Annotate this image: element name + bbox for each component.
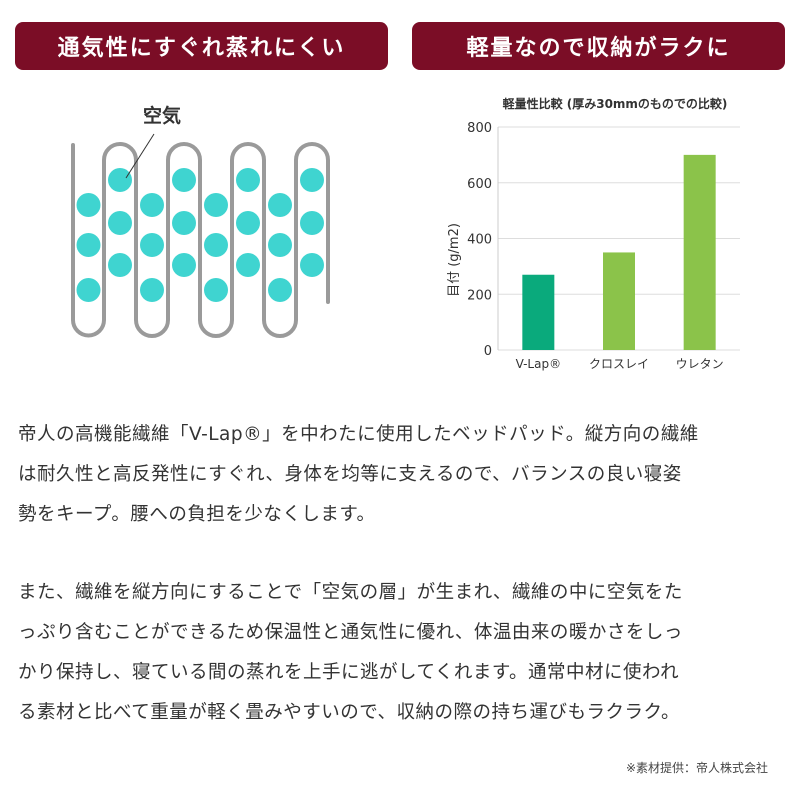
- air-bubble: [172, 168, 196, 192]
- text-line: かり保持し、寝ている間の蒸れを上手に逃がしてくれます。通常中材に使われ: [18, 662, 680, 683]
- air-bubble: [236, 253, 260, 277]
- text-line: 帝人の高機能繊維「V-Lap®」を中わたに使用したベッドパッド。縦方向の繊維: [18, 424, 699, 445]
- lightweight-banner: 軽量なので収納がラクに: [412, 22, 785, 70]
- y-tick-label: 600: [467, 177, 492, 192]
- air-bubble: [204, 278, 228, 302]
- x-tick-label: V-Lap®: [516, 357, 562, 371]
- air-bubble: [172, 211, 196, 235]
- air-bubble: [140, 193, 164, 217]
- breathability-banner: 通気性にすぐれ蒸れにくい: [15, 22, 388, 70]
- x-tick-label: クロスレイ: [589, 357, 649, 371]
- y-tick-label: 0: [484, 344, 492, 359]
- air-bubble: [204, 233, 228, 257]
- air-bubble: [76, 278, 101, 302]
- air-bubble: [300, 253, 324, 277]
- air-bubble: [172, 253, 196, 277]
- x-tick-label: ウレタン: [676, 357, 724, 371]
- y-tick-label: 200: [467, 288, 492, 303]
- air-bubble: [108, 253, 132, 277]
- air-bubble: [236, 211, 260, 235]
- air-label-pointer: [125, 133, 155, 179]
- bar-2: [683, 154, 716, 350]
- text-line: 勢をキープ。腰への負担を少なくします。: [18, 504, 376, 525]
- y-axis-label: 目付 (g/m2): [447, 223, 462, 297]
- air-bubble: [300, 168, 324, 192]
- fiber-air-diagram: 空気: [71, 104, 330, 338]
- air-bubble: [204, 193, 228, 217]
- air-bubble: [140, 233, 164, 257]
- text-line: は耐久性と高反発性にすぐれ、身体を均等に支えるので、バランスの良い寝姿: [18, 464, 682, 485]
- air-bubble: [268, 193, 292, 217]
- y-tick-label: 800: [467, 121, 492, 136]
- text-line: る素材と比べて重量が軽く畳みやすいので、収納の際の持ち運びもラクラク。: [18, 702, 681, 723]
- weight-comparison-chart: 軽量性比較 (厚み30mmのものでの比較) 目付 (g/m2) 0 200 400 6…: [447, 96, 740, 371]
- fiber-path: [71, 142, 330, 338]
- air-bubble: [108, 211, 132, 235]
- air-bubble: [76, 193, 101, 217]
- air-label: 空気: [143, 104, 181, 127]
- air-bubble: [140, 278, 164, 302]
- air-bubble: [268, 233, 292, 257]
- air-circles: [76, 168, 324, 302]
- air-bubble: [76, 233, 101, 257]
- bar-1: [603, 252, 635, 350]
- y-tick-label: 400: [467, 233, 492, 248]
- bar-0: [522, 274, 555, 350]
- air-bubble: [268, 278, 292, 302]
- fiber-strand: [71, 142, 330, 338]
- chart-title: 軽量性比較 (厚み30mmのものでの比較): [503, 96, 728, 111]
- description-paragraph-2: また、繊維を縦方向にすることで「空気の層」が生まれ、繊維の中に空気をた っぷり含…: [18, 573, 788, 733]
- air-bubble: [300, 211, 324, 235]
- air-bubble: [108, 168, 132, 192]
- material-credit: ※素材提供：帝人株式会社: [625, 761, 768, 775]
- text-line: っぷり含むことができるため保温性と通気性に優れ、体温由来の暖かさをしっ: [18, 622, 683, 643]
- description-paragraph-1: 帝人の高機能繊維「V-Lap®」を中わたに使用したベッドパッド。縦方向の繊維 は…: [18, 415, 788, 535]
- text-line: また、繊維を縦方向にすることで「空気の層」が生まれ、繊維の中に空気をた: [18, 582, 683, 603]
- air-bubble: [236, 168, 260, 192]
